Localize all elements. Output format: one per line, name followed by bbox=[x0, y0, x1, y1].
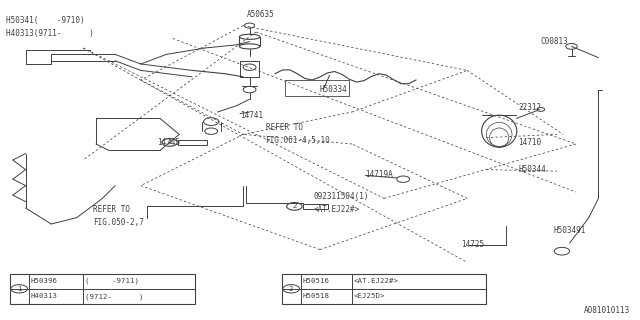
Text: REFER TO: REFER TO bbox=[266, 124, 303, 132]
Text: H50334: H50334 bbox=[320, 85, 348, 94]
Text: H503491: H503491 bbox=[554, 226, 586, 235]
Bar bbox=[10, 274, 195, 304]
Text: H50341(    -9710): H50341( -9710) bbox=[6, 16, 85, 25]
Text: FIG.050-2,7: FIG.050-2,7 bbox=[93, 218, 143, 227]
Text: A50635: A50635 bbox=[246, 10, 274, 19]
Text: 14741: 14741 bbox=[240, 111, 263, 120]
Text: 1: 1 bbox=[17, 286, 22, 292]
Text: FIG.061-4,5,10: FIG.061-4,5,10 bbox=[266, 136, 330, 145]
Text: C00813: C00813 bbox=[541, 37, 568, 46]
Text: H50516: H50516 bbox=[303, 278, 330, 284]
Text: 14745: 14745 bbox=[157, 138, 180, 147]
Text: 2: 2 bbox=[289, 286, 293, 292]
Text: 22312: 22312 bbox=[518, 103, 541, 112]
Text: H40313: H40313 bbox=[31, 293, 58, 300]
Text: <AT.EJ22#>: <AT.EJ22#> bbox=[354, 278, 399, 284]
Bar bbox=[282, 274, 486, 304]
Text: 1: 1 bbox=[167, 140, 172, 145]
Text: H50396: H50396 bbox=[31, 278, 58, 284]
Text: (9712-      ): (9712- ) bbox=[85, 293, 143, 300]
Bar bbox=[303, 204, 328, 209]
Text: 2: 2 bbox=[292, 204, 296, 209]
Bar bbox=[178, 140, 207, 145]
Bar bbox=[285, 80, 349, 96]
Text: H40313(9711-      ): H40313(9711- ) bbox=[6, 29, 94, 38]
Text: 14710: 14710 bbox=[518, 138, 541, 147]
Text: A081010113: A081010113 bbox=[584, 306, 630, 315]
Text: (     -9711): ( -9711) bbox=[85, 278, 139, 284]
Text: H50518: H50518 bbox=[303, 293, 330, 300]
Text: 14719A: 14719A bbox=[365, 170, 392, 179]
Text: 092311504(1): 092311504(1) bbox=[314, 192, 369, 201]
Text: <AT.EJ22#>: <AT.EJ22#> bbox=[314, 205, 360, 214]
Text: REFER TO: REFER TO bbox=[93, 205, 130, 214]
Text: H50344: H50344 bbox=[518, 165, 546, 174]
Text: 14725: 14725 bbox=[461, 240, 484, 249]
Text: <EJ25D>: <EJ25D> bbox=[354, 293, 385, 300]
